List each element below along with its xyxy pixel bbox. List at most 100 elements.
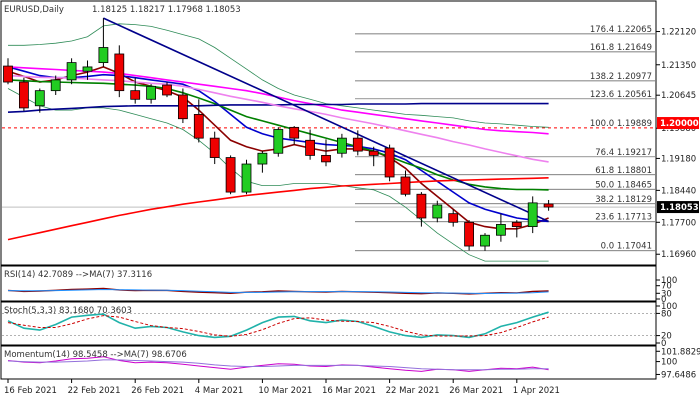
fib-label: 50.0 1.18465: [595, 180, 652, 190]
fibonacci-layer: 176.4 1.22065 161.8 1.21649 138.2 1.20977 1…: [2, 25, 655, 252]
date-tick-label: 4 Mar 2021: [195, 386, 243, 396]
candle-body: [400, 176, 411, 195]
moving-average-line: [7, 74, 549, 163]
fib-label: 23.6 1.17713: [595, 213, 652, 223]
rsi-line: [7, 288, 549, 295]
candle-body: [543, 203, 554, 208]
candle-body: [257, 152, 268, 165]
momentum-tick-label: 101.8829: [661, 347, 700, 357]
candle-body: [34, 90, 45, 107]
momentum-line: [7, 359, 549, 371]
candle-body: [82, 66, 93, 72]
candle-body: [416, 193, 427, 219]
date-tick-label: 26 Mar 2021: [449, 386, 503, 396]
price-highlight-box: [657, 117, 699, 130]
trendline-layer: [103, 17, 549, 223]
fib-label: 123.6 1.20561: [590, 90, 652, 100]
stoch-panel: [0, 301, 657, 346]
price-tick-label: 1.18440: [661, 186, 696, 196]
candles-layer: [3, 18, 554, 251]
price-tick-label: 1.16960: [661, 250, 696, 260]
candle-body: [146, 85, 157, 100]
date-tick-label: 26 Feb 2021: [131, 386, 184, 396]
candle-body: [368, 150, 379, 156]
price-highlight-label: 1.20000: [660, 119, 699, 129]
moving-average-line: [7, 66, 549, 135]
price-tick-label: 1.21350: [661, 61, 696, 71]
momentum-tick-label: 97.6486: [661, 370, 696, 380]
date-tick-label: 22 Mar 2021: [386, 386, 440, 396]
fib-label: 0.0 1.17041: [601, 242, 652, 252]
momentum-panel: [0, 345, 657, 380]
candle-body: [18, 81, 29, 109]
candle-body: [50, 79, 61, 92]
date-tick-label: 16 Mar 2021: [322, 386, 376, 396]
price-tick-label: 1.19880: [661, 124, 696, 134]
momentum-tick-label: 100: [661, 358, 677, 368]
candle-body: [384, 147, 395, 178]
candle-body: [193, 114, 204, 139]
price-highlight-label: 1.18053: [660, 203, 699, 213]
momentum-label: Momentum(14) 98.5458 -->MA(7) 98.6706: [4, 350, 187, 360]
price-highlight-box: [657, 201, 699, 214]
candle-body: [464, 221, 475, 247]
envelope-band: [8, 23, 549, 128]
candle-body: [336, 137, 347, 154]
price-tick-label: 1.19180: [661, 154, 696, 164]
fib-label: 161.8 1.21649: [590, 43, 652, 53]
candle-body: [352, 137, 363, 152]
candle-body: [527, 202, 538, 228]
rsi-tick-label: 70: [661, 282, 672, 292]
price-axis: 1.22120 1.21350 1.20645 1.19880 1.19180 1.184…: [656, 28, 696, 260]
bands-layer: [7, 23, 549, 262]
date-axis: 16 Feb 2021 22 Feb 2021 26 Feb 2021 4 Mar 2…: [4, 379, 560, 396]
momentum-line: [7, 356, 549, 372]
candle-body: [321, 154, 331, 163]
stoch-label: Stoch(5,3,3) 83.1680 70.3603: [4, 306, 132, 316]
candle-body: [177, 94, 188, 120]
candle-body: [225, 157, 236, 193]
stoch-line: [7, 315, 549, 337]
ohlc-readout: 1.18125 1.18217 1.17968 1.18053: [92, 5, 241, 15]
price-panel: [0, 0, 657, 266]
candle-body: [130, 90, 141, 100]
stoch-tick-label: 0: [661, 339, 666, 349]
candle-body: [241, 163, 252, 193]
stoch-tick-label: 80: [661, 309, 672, 319]
stoch-tick-label: 100: [661, 302, 677, 312]
rsi-panel: [0, 265, 657, 302]
date-tick-label: 10 Mar 2021: [258, 386, 312, 396]
fib-label: 176.4 1.22065: [590, 25, 652, 35]
moving-average-line: [7, 79, 549, 191]
price-tick-label: 1.20645: [661, 91, 696, 101]
rsi-tick-label: 0: [661, 295, 666, 305]
symbol-title: EURUSD,Daily: [4, 5, 64, 15]
candle-body: [511, 221, 522, 228]
fib-label: 76.4 1.19217: [595, 148, 652, 158]
rsi-tick-label: 100: [661, 276, 677, 286]
candle-body: [3, 65, 13, 83]
trendline: [103, 17, 549, 223]
date-tick-label: 22 Feb 2021: [68, 386, 121, 396]
candle-body: [98, 47, 109, 64]
fib-label: 100.0 1.19889: [590, 119, 652, 129]
candle-body: [432, 204, 443, 219]
envelope-band: [7, 88, 549, 262]
price-highlights: 1.20000 1.18053: [657, 117, 699, 214]
candle-body: [495, 224, 506, 236]
date-tick-label: 16 Feb 2021: [4, 386, 57, 396]
stoch-line: [7, 311, 549, 339]
fib-label: 38.2 1.18129: [595, 195, 652, 205]
candle-body: [162, 84, 172, 96]
candle-body: [289, 126, 300, 139]
candle-body: [448, 213, 459, 223]
fib-label: 138.2 1.20977: [590, 72, 652, 82]
candle-body: [480, 234, 490, 247]
candle-body: [66, 62, 77, 81]
date-tick-label: 1 Apr 2021: [513, 386, 560, 396]
candle-body: [114, 53, 125, 92]
moving-average-line: [7, 102, 549, 113]
fib-label: 61.8 1.18801: [595, 166, 652, 176]
